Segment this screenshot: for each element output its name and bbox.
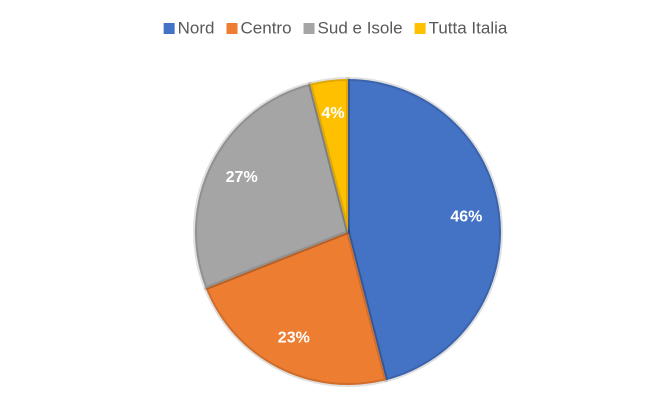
pie-slice: [193, 81, 350, 291]
pie-slice: [307, 77, 350, 234]
legend-label: Centro: [241, 18, 292, 37]
legend-swatch: [303, 23, 315, 34]
legend-label: Tutta Italia: [429, 18, 508, 37]
data-label: 46%: [450, 208, 482, 225]
pie-slice: [203, 230, 389, 387]
data-label: 4%: [321, 105, 344, 122]
legend-label: Nord: [178, 18, 215, 37]
pie-slice: [346, 77, 503, 383]
legend-swatch: [414, 23, 426, 34]
data-label: 23%: [278, 330, 310, 347]
legend-swatch: [226, 23, 238, 34]
legend: Nord Centro Sud e Isole Tutta Italia: [163, 18, 508, 37]
legend-label: Sud e Isole: [318, 18, 403, 37]
legend-swatch: [163, 23, 175, 34]
data-label: 27%: [226, 169, 258, 186]
